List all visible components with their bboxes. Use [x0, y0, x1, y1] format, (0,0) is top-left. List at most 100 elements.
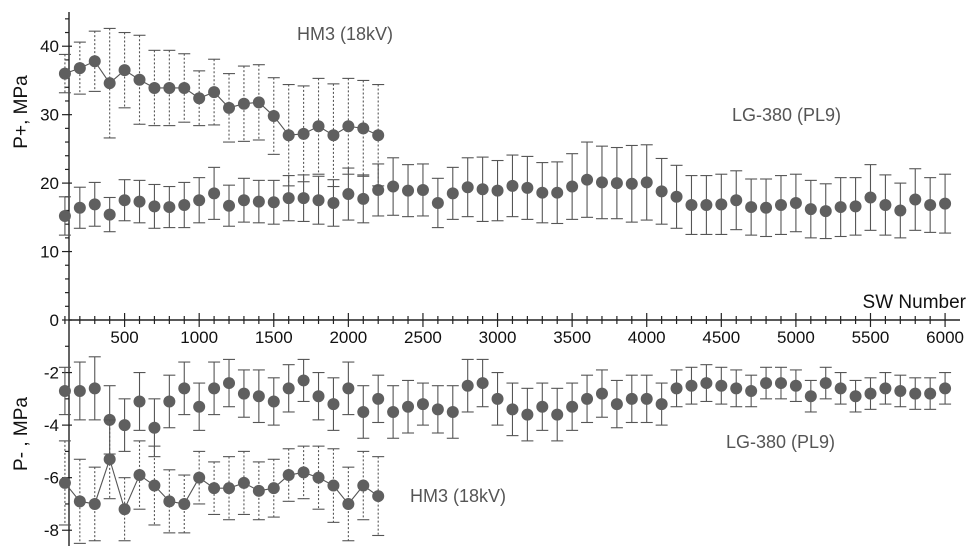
data-point	[849, 200, 862, 213]
data-point	[163, 495, 176, 508]
data-point	[387, 180, 400, 193]
data-point	[103, 208, 116, 221]
data-point	[431, 196, 444, 209]
annotation-lower-lg380: LG-380 (PL9)	[726, 432, 835, 452]
data-point	[536, 400, 549, 413]
data-point	[789, 196, 802, 209]
data-point	[610, 398, 623, 411]
data-point	[282, 129, 295, 142]
x-tick-label: 3000	[479, 328, 517, 347]
lower-y-tick-label: -6	[44, 469, 59, 488]
x-tick-label: 1000	[180, 328, 218, 347]
data-point	[237, 476, 250, 489]
data-point	[327, 129, 340, 142]
data-point	[193, 92, 206, 105]
series-lower-dashed	[58, 419, 385, 544]
data-point	[208, 482, 221, 495]
data-point	[312, 120, 325, 133]
data-point	[416, 398, 429, 411]
data-point	[118, 64, 131, 77]
data-point	[223, 101, 236, 114]
data-point	[178, 81, 191, 94]
series-lower-solid	[58, 356, 952, 458]
data-point	[581, 173, 594, 186]
data-point	[208, 86, 221, 99]
data-point	[297, 374, 310, 387]
data-point	[342, 120, 355, 133]
data-point	[118, 503, 131, 516]
data-point	[924, 387, 937, 400]
data-point	[909, 387, 922, 400]
x-tick-label: 2000	[329, 328, 367, 347]
data-point	[223, 199, 236, 212]
x-tick-label: 4500	[702, 328, 740, 347]
data-point	[760, 377, 773, 390]
data-point	[58, 476, 71, 489]
data-point	[894, 384, 907, 397]
data-point	[402, 400, 415, 413]
upper-y-axis-title: P+, MPa	[11, 75, 32, 149]
data-point	[730, 382, 743, 395]
data-point	[566, 400, 579, 413]
data-point	[252, 390, 265, 403]
data-point	[909, 193, 922, 206]
data-point	[193, 400, 206, 413]
data-point	[551, 186, 564, 199]
x-tick-label: 3500	[553, 328, 591, 347]
data-point	[372, 490, 385, 503]
data-point	[372, 392, 385, 405]
data-point	[327, 398, 340, 411]
data-point	[819, 377, 832, 390]
data-point	[58, 209, 71, 222]
data-point	[237, 194, 250, 207]
data-point	[312, 194, 325, 207]
data-point	[312, 471, 325, 484]
data-point	[282, 469, 295, 482]
data-point	[342, 188, 355, 201]
data-point	[297, 466, 310, 479]
data-point	[88, 55, 101, 68]
series-line	[64, 457, 379, 511]
data-point	[715, 379, 728, 392]
data-point	[402, 184, 415, 197]
data-point	[685, 379, 698, 392]
data-point	[700, 377, 713, 390]
data-point	[327, 196, 340, 209]
data-point	[745, 201, 758, 214]
series-group	[58, 27, 952, 544]
lower-y-tick-label: -4	[44, 416, 59, 435]
data-point	[834, 201, 847, 214]
data-point	[715, 198, 728, 211]
data-point	[581, 392, 594, 405]
x-tick-label: 1500	[255, 328, 293, 347]
x-tick-label: 5500	[852, 328, 890, 347]
upper-y-tick-label: 20	[40, 174, 59, 193]
data-point	[834, 382, 847, 395]
axes	[68, 12, 960, 546]
data-point	[670, 190, 683, 203]
data-point	[506, 179, 519, 192]
data-point	[73, 384, 86, 397]
data-point	[804, 203, 817, 216]
data-point	[297, 192, 310, 205]
data-point	[357, 122, 370, 135]
annotation-upper-hm3: HM3 (18kV)	[297, 24, 393, 44]
data-point	[595, 176, 608, 189]
data-point	[640, 392, 653, 405]
data-point	[476, 377, 489, 390]
data-point	[879, 382, 892, 395]
data-point	[88, 382, 101, 395]
data-point	[342, 497, 355, 510]
data-point	[73, 62, 86, 75]
data-point	[819, 205, 832, 218]
series-line	[64, 60, 379, 136]
data-point	[700, 199, 713, 212]
data-point	[133, 195, 146, 208]
data-point	[178, 382, 191, 395]
data-point	[163, 201, 176, 214]
x-ticks: 500 1000 1500 2000 2500 3000 3500 4000 4500 5000 5…	[64, 313, 964, 347]
data-point	[208, 382, 221, 395]
data-point	[939, 382, 952, 395]
data-point	[760, 201, 773, 214]
